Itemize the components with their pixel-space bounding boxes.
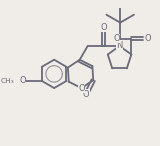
Text: O: O [100, 23, 107, 32]
Text: N: N [116, 41, 123, 50]
Text: O: O [19, 77, 26, 85]
Text: O: O [113, 34, 120, 43]
Text: CH₃: CH₃ [1, 78, 14, 84]
Text: O: O [144, 34, 151, 43]
Text: O: O [78, 84, 85, 93]
Text: O: O [83, 90, 90, 99]
